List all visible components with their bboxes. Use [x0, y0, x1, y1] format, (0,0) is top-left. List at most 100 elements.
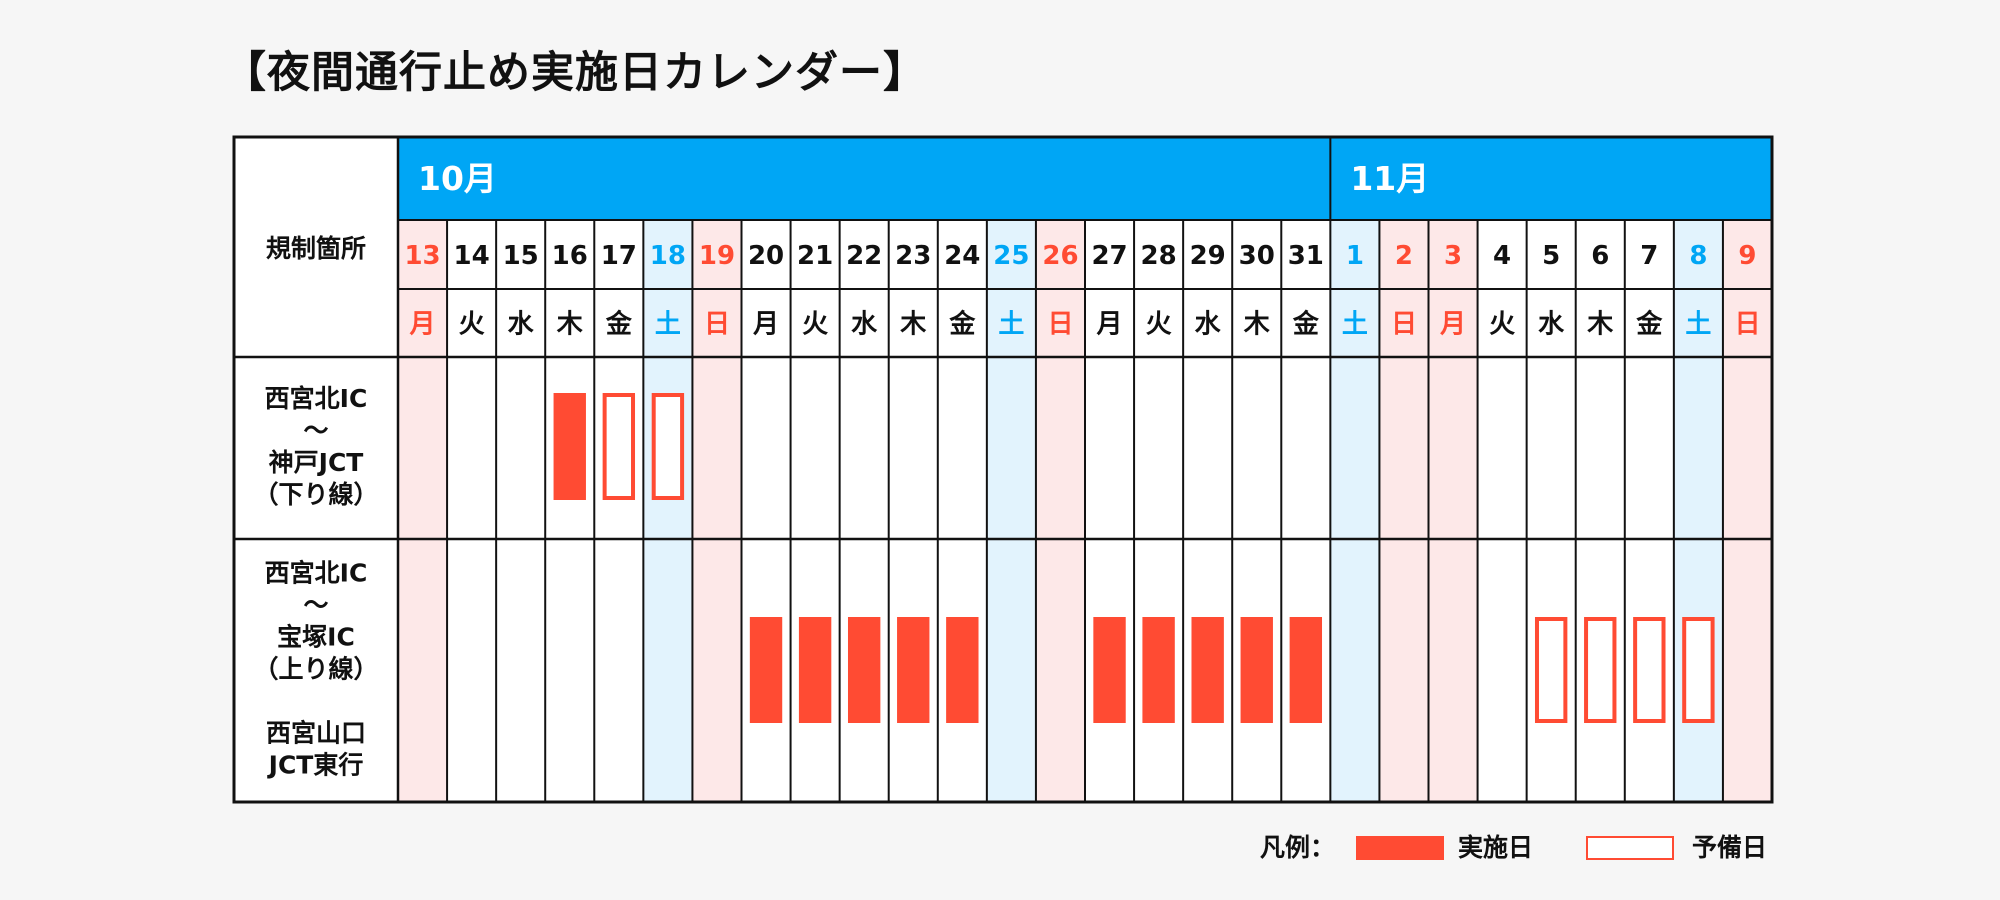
closure-mark — [749, 617, 783, 723]
day-number: 4 — [1493, 241, 1511, 271]
closure-mark — [897, 617, 930, 723]
closure-mark — [798, 617, 832, 723]
day-number: 9 — [1738, 241, 1756, 271]
weekday-label: 月 — [752, 310, 779, 340]
reserve-mark — [651, 393, 685, 500]
day-number: 31 — [1288, 241, 1324, 271]
day-number: 22 — [846, 241, 882, 271]
legend-reserve-label: 予備日 — [1692, 833, 1768, 862]
day-number: 1 — [1346, 241, 1364, 271]
weekday-label: 土 — [1685, 310, 1711, 340]
reserve-mark — [602, 393, 636, 500]
weekday-label: 水 — [851, 310, 878, 340]
weekday-label: 火 — [1489, 310, 1515, 340]
row-label-line: 西宮北IC — [265, 559, 368, 588]
closure-mark — [1240, 617, 1273, 723]
legend-label: 凡例： — [1260, 833, 1336, 862]
weekday-label: 水 — [508, 310, 535, 340]
closure-mark — [847, 617, 881, 723]
weekday-label: 土 — [998, 310, 1024, 340]
weekday-label: 金 — [948, 309, 976, 340]
legend-closure-swatch — [1356, 836, 1444, 860]
legend-reserve-swatch — [1586, 836, 1674, 860]
day-number: 5 — [1542, 241, 1560, 271]
weekday-label: 水 — [1195, 310, 1222, 340]
closure-mark — [1289, 617, 1323, 723]
day-column-tint — [398, 220, 448, 802]
closure-mark — [1093, 617, 1126, 723]
row-label-line: （下り線） — [253, 480, 378, 509]
day-number: 29 — [1190, 241, 1226, 271]
row-label-line: JCT東行 — [267, 751, 364, 780]
row-label-line: （上り線） — [253, 655, 378, 684]
closure-mark — [1191, 617, 1224, 723]
day-number: 2 — [1395, 241, 1413, 271]
day-number: 20 — [748, 241, 784, 271]
weekday-label: 木 — [556, 310, 583, 340]
header-label: 規制箇所 — [266, 234, 366, 263]
closure-mark — [1142, 617, 1175, 723]
table-border — [232, 135, 1774, 804]
day-number: 3 — [1444, 241, 1462, 271]
weekday-label: 木 — [899, 310, 926, 340]
weekday-label: 土 — [655, 310, 681, 340]
day-column-tint — [692, 220, 742, 802]
day-column-tint — [1035, 220, 1085, 802]
legend-closure-label: 実施日 — [1458, 833, 1534, 862]
weekday-label: 金 — [605, 309, 633, 340]
reserve-mark — [1584, 617, 1617, 723]
weekday-label: 日 — [1391, 310, 1417, 340]
day-number: 30 — [1239, 241, 1275, 271]
month-label: 10月 — [418, 159, 497, 198]
weekday-label: 木 — [1586, 310, 1613, 340]
reserve-mark — [1633, 617, 1666, 723]
weekday-label: 日 — [1047, 310, 1073, 340]
month-label: 11月 — [1350, 159, 1429, 198]
day-number: 28 — [1141, 241, 1177, 271]
day-number: 18 — [650, 241, 686, 271]
day-number: 17 — [601, 241, 637, 271]
row-label-line: 宝塚IC — [277, 623, 355, 652]
day-number: 24 — [944, 241, 980, 271]
day-number: 27 — [1091, 241, 1127, 271]
row-label-line: 西宮山口 — [266, 719, 366, 748]
closure-mark — [553, 393, 586, 500]
weekday-label: 日 — [704, 310, 730, 340]
weekday-label: 金 — [1292, 309, 1320, 340]
weekday-label: 月 — [1439, 310, 1466, 340]
weekday-label: 火 — [802, 310, 828, 340]
page-title: 【夜間通行止め実施日カレンダー】 — [223, 48, 927, 98]
row-label-line: 西宮北IC — [265, 384, 368, 413]
weekday-label: 金 — [1635, 309, 1663, 340]
day-number: 26 — [1042, 241, 1078, 271]
day-number: 25 — [993, 241, 1029, 271]
weekday-label: 水 — [1538, 310, 1565, 340]
day-number: 15 — [503, 241, 539, 271]
weekday-label: 月 — [409, 310, 436, 340]
day-number: 7 — [1640, 241, 1658, 271]
row-label-line: ～ — [303, 416, 328, 445]
weekday-label: 土 — [1342, 310, 1368, 340]
month-band — [398, 137, 1772, 220]
reserve-mark — [1534, 617, 1568, 723]
day-number: 13 — [404, 241, 440, 271]
weekday-label: 月 — [1096, 310, 1123, 340]
row-label-line: ～ — [303, 591, 328, 620]
closure-mark — [946, 617, 979, 723]
weekday-label: 火 — [459, 310, 485, 340]
day-column-tint — [1330, 220, 1380, 802]
day-column-tint — [1722, 220, 1772, 802]
row-label-line: 神戸JCT — [269, 448, 364, 477]
day-column-tint — [643, 220, 693, 802]
day-number: 21 — [797, 241, 833, 271]
day-column-tint — [986, 220, 1036, 802]
weekday-label: 火 — [1146, 310, 1172, 340]
day-number: 8 — [1689, 241, 1707, 271]
day-number: 16 — [552, 241, 588, 271]
day-column-tint — [1379, 220, 1429, 802]
day-number: 6 — [1591, 241, 1609, 271]
reserve-mark — [1682, 617, 1715, 723]
day-number: 19 — [699, 241, 735, 271]
weekday-label: 日 — [1734, 310, 1760, 340]
